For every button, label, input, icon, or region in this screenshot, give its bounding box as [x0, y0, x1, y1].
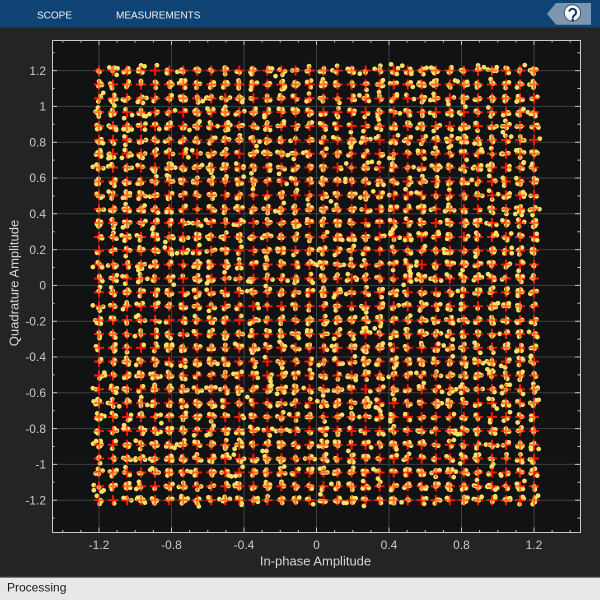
- svg-text:MEASUREMENTS: MEASUREMENTS: [116, 11, 201, 22]
- svg-text:-0.8: -0.8: [25, 422, 46, 436]
- svg-text:0.8: 0.8: [453, 538, 470, 552]
- svg-text:-0.4: -0.4: [25, 350, 46, 364]
- svg-text:1.2: 1.2: [526, 538, 543, 552]
- svg-text:1: 1: [39, 100, 46, 114]
- svg-text:0: 0: [39, 279, 46, 293]
- svg-text:SCOPE: SCOPE: [37, 11, 72, 22]
- svg-text:0.6: 0.6: [29, 171, 46, 185]
- svg-text:0.4: 0.4: [381, 538, 398, 552]
- svg-text:In-phase Amplitude: In-phase Amplitude: [260, 554, 371, 569]
- svg-text:-1: -1: [35, 458, 46, 472]
- svg-text:0.8: 0.8: [29, 135, 46, 149]
- svg-text:0.2: 0.2: [29, 243, 46, 257]
- svg-text:-0.8: -0.8: [161, 538, 182, 552]
- svg-text:-0.4: -0.4: [234, 538, 255, 552]
- svg-text:1.2: 1.2: [29, 64, 46, 78]
- svg-text:-1.2: -1.2: [89, 538, 110, 552]
- svg-text:-1.2: -1.2: [25, 493, 46, 507]
- svg-text:-0.2: -0.2: [25, 314, 46, 328]
- svg-text:-0.6: -0.6: [25, 386, 46, 400]
- svg-text:Quadrature Amplitude: Quadrature Amplitude: [7, 220, 22, 346]
- svg-text:Processing: Processing: [7, 581, 66, 595]
- svg-text:0.4: 0.4: [29, 207, 46, 221]
- svg-text:0: 0: [313, 538, 320, 552]
